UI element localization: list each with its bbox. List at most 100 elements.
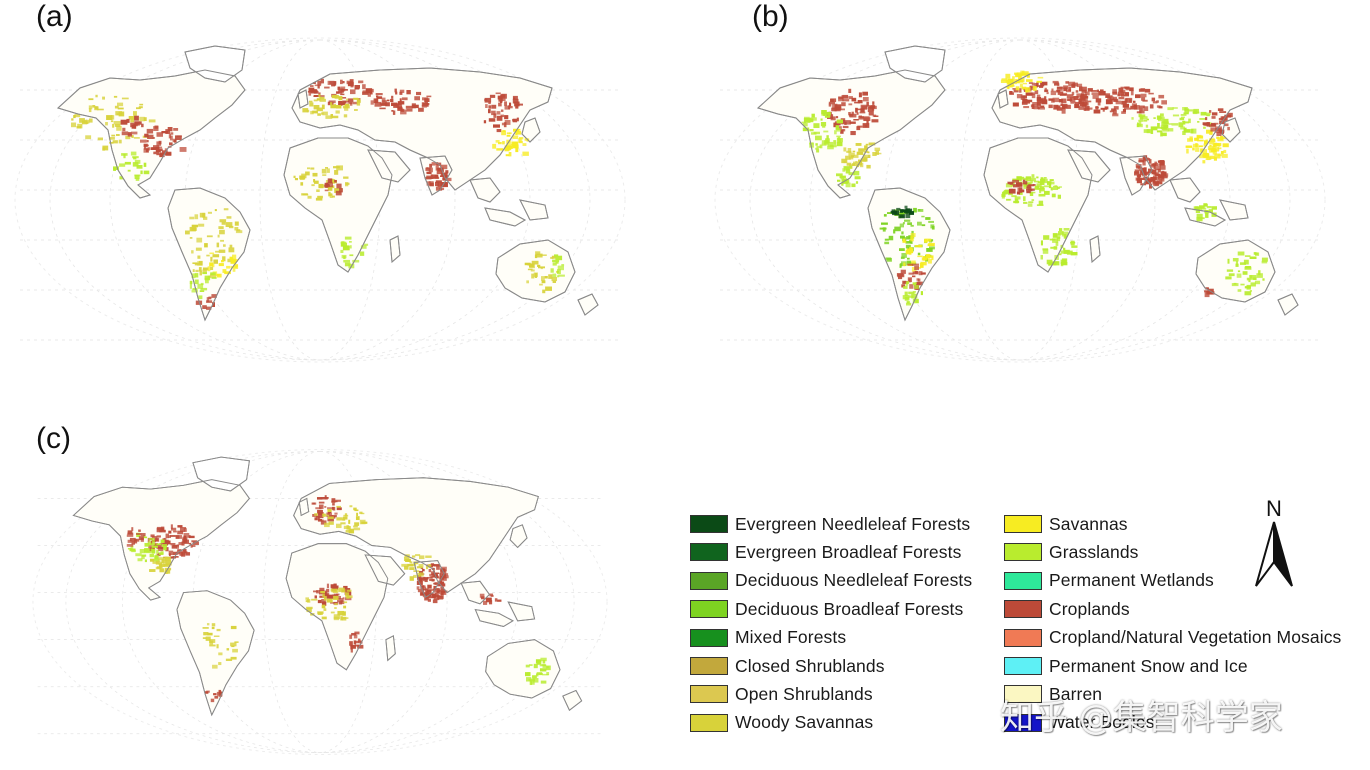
land-cover-patch xyxy=(552,273,557,278)
land-cover-patch xyxy=(1113,98,1119,102)
land-cover-patch xyxy=(351,632,357,636)
land-cover-patch xyxy=(1228,273,1235,277)
land-cover-patch xyxy=(344,104,349,108)
land-cover-patch xyxy=(362,84,366,90)
land-cover-patch xyxy=(924,238,932,242)
land-cover-patch xyxy=(1209,155,1215,159)
land-cover-patch xyxy=(1084,106,1090,111)
land-cover-patch xyxy=(1179,117,1185,121)
legend-swatch xyxy=(690,543,728,562)
land-cover-patch xyxy=(332,588,339,594)
land-cover-patch xyxy=(1213,143,1217,146)
land-cover-patch xyxy=(183,528,187,532)
land-cover-patch xyxy=(221,221,226,225)
land-cover-patch xyxy=(164,569,171,574)
land-cover-patch xyxy=(1240,283,1245,286)
land-cover-patch xyxy=(343,114,348,118)
land-cover-patch xyxy=(544,276,548,279)
land-cover-patch xyxy=(1135,164,1142,168)
land-cover-patch xyxy=(1140,93,1147,98)
land-cover-patch xyxy=(195,247,202,251)
land-cover-patch xyxy=(316,497,323,500)
land-cover-patch xyxy=(79,118,85,123)
land-cover-patch xyxy=(232,648,238,653)
land-cover-patch xyxy=(401,563,408,567)
land-cover-patch xyxy=(229,256,233,260)
land-cover-patch xyxy=(336,105,342,109)
land-cover-patch xyxy=(424,597,429,601)
land-cover-patch xyxy=(842,94,849,98)
land-cover-patch xyxy=(1163,119,1169,124)
land-cover-patch xyxy=(555,261,559,264)
land-cover-patch xyxy=(506,134,511,137)
land-cover-patch xyxy=(504,120,511,125)
land-cover-patch xyxy=(165,560,172,566)
land-cover-patch xyxy=(904,211,910,214)
land-cover-patch xyxy=(485,598,491,603)
land-cover-patch xyxy=(336,593,339,598)
land-cover-patch xyxy=(919,263,924,268)
land-cover-patch xyxy=(550,268,554,273)
land-cover-patch xyxy=(1149,104,1154,109)
land-cover-patch xyxy=(918,244,923,248)
land-cover-patch xyxy=(1061,109,1066,114)
land-cover-patch xyxy=(1197,217,1205,220)
land-cover-patch xyxy=(163,537,167,542)
land-cover-patch xyxy=(1157,173,1161,178)
land-cover-patch xyxy=(356,512,359,517)
land-cover-patch xyxy=(506,132,511,135)
land-cover-patch xyxy=(353,525,358,528)
land-cover-patch xyxy=(194,262,199,266)
land-cover-patch xyxy=(906,248,914,254)
land-cover-patch xyxy=(856,112,859,115)
land-cover-patch xyxy=(1150,129,1154,134)
land-cover-patch xyxy=(1181,116,1185,119)
land-cover-patch xyxy=(399,91,403,95)
land-cover-patch xyxy=(1209,147,1216,153)
land-cover-patch xyxy=(1070,242,1076,244)
land-cover-patch xyxy=(542,659,546,664)
land-cover-patch xyxy=(1020,70,1025,75)
land-cover-patch xyxy=(199,290,205,292)
land-cover-patch xyxy=(841,102,846,107)
land-cover-patch xyxy=(308,91,312,96)
land-cover-patch xyxy=(396,102,403,108)
land-cover-patch xyxy=(428,588,435,591)
land-cover-patch xyxy=(218,249,226,253)
land-cover-patch xyxy=(157,547,164,552)
land-cover-patch xyxy=(1040,97,1046,100)
land-cover-patch xyxy=(813,131,820,135)
land-cover-patch xyxy=(1015,80,1020,84)
land-cover-patch xyxy=(508,152,512,157)
land-cover-patch xyxy=(150,541,153,545)
land-cover-patch xyxy=(1032,86,1037,91)
land-cover-patch xyxy=(841,182,844,186)
land-cover-patch xyxy=(842,168,846,172)
land-cover-patch xyxy=(430,593,435,596)
land-cover-patch xyxy=(1149,183,1152,189)
land-cover-patch xyxy=(1013,185,1020,188)
land-cover-patch xyxy=(345,182,349,187)
legend-item: Deciduous Needleleaf Forests xyxy=(690,570,972,591)
land-cover-patch xyxy=(1075,90,1079,93)
land-cover-patch xyxy=(85,135,92,140)
land-cover-patch xyxy=(899,209,904,213)
land-cover-patch xyxy=(855,181,859,184)
land-cover-patch xyxy=(317,611,320,615)
land-cover-patch xyxy=(152,137,155,139)
land-cover-patch xyxy=(130,151,137,156)
land-cover-patch xyxy=(1036,204,1044,206)
land-cover-patch xyxy=(127,530,133,534)
land-cover-patch xyxy=(189,280,192,284)
land-cover-patch xyxy=(374,101,382,107)
land-cover-patch xyxy=(496,129,502,133)
land-cover-patch xyxy=(153,151,159,155)
land-cover-patch xyxy=(824,140,829,145)
land-cover-patch xyxy=(331,115,339,119)
land-cover-patch xyxy=(422,568,425,572)
land-cover-patch xyxy=(872,152,877,156)
land-cover-patch xyxy=(168,535,172,538)
land-cover-patch xyxy=(1137,122,1140,127)
land-cover-patch xyxy=(327,186,333,191)
land-cover-patch xyxy=(88,108,92,113)
